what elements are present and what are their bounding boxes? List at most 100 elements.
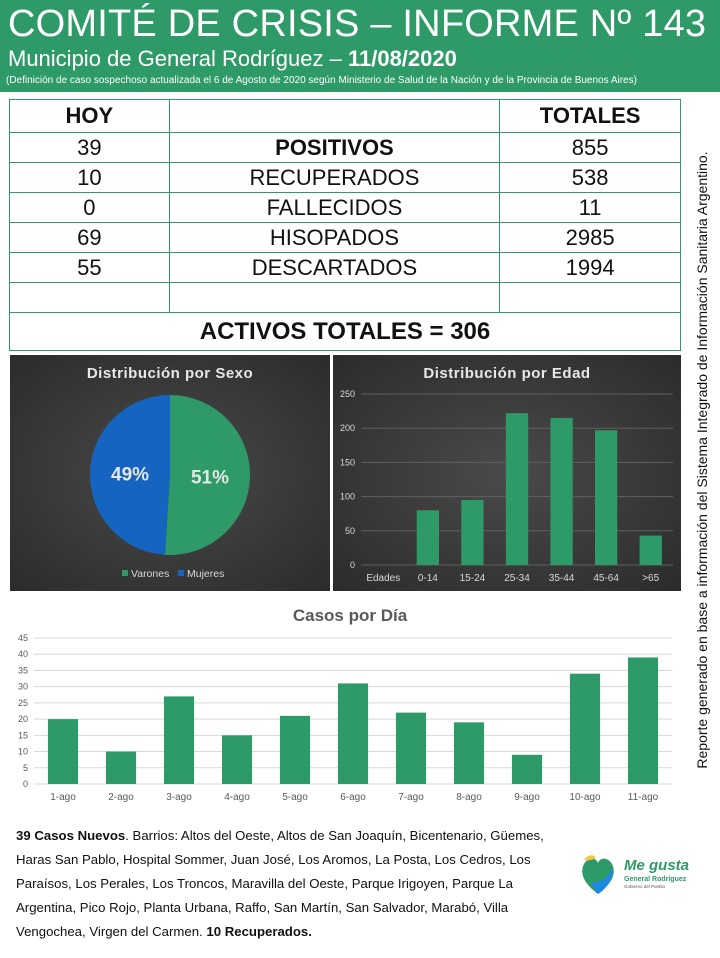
today-value: 10 [9, 162, 170, 193]
table-row: 0 FALLECIDOS 11 [9, 192, 681, 223]
x-tick-label: 45-64 [593, 573, 619, 584]
leaf-icon [584, 855, 596, 861]
activos-total: ACTIVOS TOTALES = 306 [9, 312, 681, 351]
row-label: DESCARTADOS [168, 252, 501, 283]
age-bar [550, 417, 573, 565]
report-title: COMITÉ DE CRISIS – INFORME Nº 143 [8, 3, 707, 45]
y-tick-label: 10 [18, 747, 28, 757]
row-label: RECUPERADOS [168, 162, 501, 193]
daily-bar [569, 673, 601, 784]
y-tick-label: 100 [340, 492, 355, 502]
daily-bar [337, 683, 369, 784]
age-bar [505, 413, 529, 565]
total-value: 855 [499, 132, 681, 163]
recovered-count: 10 Recuperados. [206, 924, 312, 939]
x-tick-label: 9-ago [514, 792, 540, 803]
age-bar [595, 430, 618, 565]
stats-header-row: HOY TOTALES [9, 99, 681, 133]
empty-row [9, 282, 681, 313]
x-tick-label: 7-ago [398, 792, 424, 803]
report-header: COMITÉ DE CRISIS – INFORME Nº 143 Munici… [0, 0, 720, 92]
x-tick-label: 6-ago [340, 792, 366, 803]
definition-note: (Definición de caso sospechoso actualiza… [6, 75, 637, 86]
sex-chart-panel: Distribución por Sexo 51% 49% Varones Mujer… [10, 355, 330, 591]
x-tick-label: 8-ago [456, 792, 482, 803]
sex-pie-chart: 51% 49% Varones Mujeres [90, 395, 251, 580]
daily-bar [627, 657, 659, 784]
x-tick-label: 10-ago [569, 792, 601, 803]
legend-swatch [178, 570, 184, 576]
daily-bar [221, 735, 253, 784]
total-value: 1994 [499, 252, 681, 283]
today-value: 39 [9, 132, 170, 163]
col-today-header: HOY [9, 99, 170, 133]
x-tick-label: 0-14 [418, 573, 438, 584]
y-tick-label: 5 [23, 763, 28, 773]
y-tick-label: 0 [23, 779, 28, 789]
x-tick-label: 15-24 [460, 573, 486, 584]
age-bar [461, 500, 484, 565]
x-tick-label: Edades [366, 573, 400, 584]
daily-bar [453, 722, 485, 784]
y-tick-label: 250 [340, 389, 355, 399]
y-tick-label: 40 [18, 649, 28, 659]
y-tick-label: 35 [18, 665, 28, 675]
new-cases-count: 39 Casos Nuevos [16, 828, 126, 843]
empty-cell [168, 282, 501, 313]
x-tick-label: >65 [642, 573, 659, 584]
y-tick-label: 45 [18, 633, 28, 643]
today-value: 0 [9, 192, 170, 223]
x-tick-label: 11-ago [628, 792, 659, 803]
y-tick-label: 0 [350, 560, 355, 570]
x-tick-label: 1-ago [50, 792, 76, 803]
municipality-label: Municipio de General Rodríguez – [8, 46, 348, 71]
stats-table: HOY TOTALES 39 POSITIVOS 855 10 RECUPERA… [9, 99, 681, 351]
source-side-note: Reporte generado en base a información d… [690, 110, 714, 810]
daily-bar [511, 754, 543, 784]
age-bar-chart: 0 50 100 150 200 250 Edades 0-14 15-24 25-34 35-44… [340, 389, 673, 584]
row-label: FALLECIDOS [168, 192, 501, 223]
logo-text-3: Gobierno del Pueblo [624, 884, 666, 889]
table-row: 39 POSITIVOS 855 [9, 132, 681, 163]
legend-label: Varones [131, 568, 169, 580]
report-subtitle: Municipio de General Rodríguez – 11/08/2… [8, 46, 457, 72]
x-tick-label: 2-ago [108, 792, 134, 803]
municipality-logo: Me gusta General Rodríguez Gobierno del … [582, 855, 689, 894]
total-value: 11 [499, 192, 681, 223]
y-tick-label: 15 [18, 730, 28, 740]
y-tick-label: 150 [340, 457, 355, 467]
daily-bar [47, 719, 79, 784]
pie-value-label: 51% [191, 467, 229, 488]
x-tick-label: 3-ago [166, 792, 192, 803]
x-tick-label: 35-44 [549, 573, 575, 584]
row-label: HISOPADOS [168, 222, 501, 253]
x-tick-label: 5-ago [282, 792, 308, 803]
table-row: 69 HISOPADOS 2985 [9, 222, 681, 253]
age-chart-panel: Distribución por Edad 0 50 100 150 200 250 Eda… [333, 355, 681, 591]
source-note-text: Reporte generado en base a información d… [694, 151, 710, 769]
barrios-list: . Barrios: Altos del Oeste, Altos de San… [16, 828, 544, 939]
row-label: POSITIVOS [168, 132, 501, 163]
pie-value-label: 49% [111, 465, 149, 486]
daily-bar [163, 696, 195, 784]
logo-text-2: General Rodríguez [624, 876, 687, 883]
daily-bar [279, 715, 311, 784]
empty-cell [9, 282, 170, 313]
col-total-header: TOTALES [499, 99, 681, 133]
pie-slice [90, 395, 170, 555]
age-bar [639, 535, 662, 565]
table-row: 10 RECUPERADOS 538 [9, 162, 681, 193]
sex-chart-title: Distribución por Sexo [86, 365, 254, 382]
age-chart-title: Distribución por Edad [423, 365, 591, 382]
table-row: 55 DESCARTADOS 1994 [9, 252, 681, 283]
footer-paragraph: 39 Casos Nuevos. Barrios: Altos del Oest… [16, 824, 576, 944]
legend-swatch [122, 570, 128, 576]
legend-label: Mujeres [187, 568, 224, 580]
x-tick-label: 25-34 [504, 573, 530, 584]
today-value: 55 [9, 252, 170, 283]
y-tick-label: 30 [18, 682, 28, 692]
x-tick-label: 4-ago [224, 792, 250, 803]
daily-bar-chart: 0 5 10 15 20 25 30 35 40 45 1-ago 2-ago 3-ago 4-ago 5-… [18, 633, 672, 803]
empty-cell [499, 282, 681, 313]
pie-slice [164, 395, 251, 555]
